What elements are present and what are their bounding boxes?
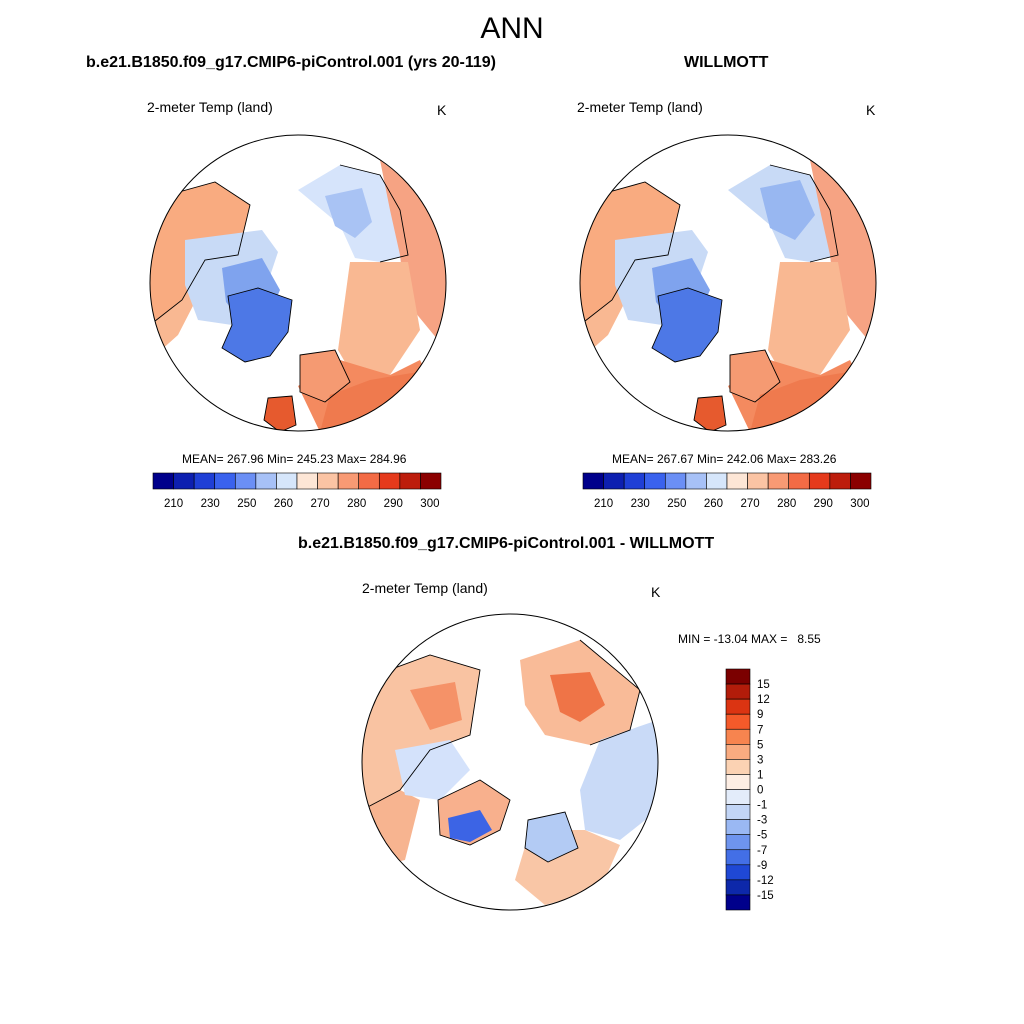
difference-colorbar-swatch: [725, 789, 751, 805]
panel-2-colorbar-swatch: [582, 472, 604, 490]
panel-1-colorbar-swatch: [152, 472, 174, 490]
panel-2-colorbar-swatch: [644, 472, 666, 490]
difference-colorbar-tick-label: -15: [757, 890, 774, 902]
panel-2-map-boundary: [579, 134, 877, 432]
panel-2-colorbar-tick-label: 260: [704, 498, 723, 510]
panel-2-map: [580, 135, 876, 431]
panel-1-colorbar-swatch: [193, 472, 216, 490]
page-title: ANN: [480, 12, 544, 45]
difference-colorbar-tick-label: 15: [757, 679, 770, 691]
panel-1-colorbar-swatch: [337, 472, 360, 490]
panel-1-colorbar-swatch: [378, 472, 401, 490]
difference-colorbar-swatch: [725, 774, 751, 790]
panel-2-colorbar-swatch: [850, 472, 872, 490]
panel-1-variable-label: 2-meter Temp (land): [147, 99, 273, 115]
panel-1-case-title: b.e21.B1850.f09_g17.CMIP6-piControl.001 …: [86, 54, 496, 71]
panel-2-colorbar-swatch: [747, 472, 769, 490]
panel-1-map-boundary: [149, 134, 447, 432]
panel-1-colorbar-swatch: [255, 472, 277, 490]
panel-2-colorbar-tick-label: 290: [814, 498, 833, 510]
difference-colorbar-tick-label: 9: [757, 709, 763, 721]
difference-colorbar-swatch: [725, 668, 751, 685]
panel-2-colorbar-tick-label: 210: [594, 498, 613, 510]
difference-colorbar-swatch: [725, 713, 751, 730]
panel-1-colorbar-tick-label: 260: [274, 498, 293, 510]
panel-2-colorbar-swatch: [767, 472, 790, 490]
difference-colorbar-tick-label: -3: [757, 815, 767, 827]
difference-colorbar-swatch: [725, 849, 751, 866]
difference-colorbar-tick-label: 0: [757, 785, 763, 797]
difference-stats: MIN = -13.04 MAX = 8.55: [678, 632, 821, 646]
panel-1-colorbar-swatch: [173, 472, 195, 490]
difference-colorbar-tick-label: 5: [757, 739, 763, 751]
difference-colorbar-tick-label: 7: [757, 724, 763, 736]
difference-colorbar-swatch: [725, 744, 751, 760]
panel-2-colorbar-swatch: [788, 472, 810, 490]
difference-colorbar-swatch: [725, 894, 751, 911]
difference-colorbar-tick-label: -9: [757, 860, 767, 872]
difference-colorbar-tick-label: -12: [757, 875, 774, 887]
panel-1-colorbar-swatch: [234, 472, 257, 490]
difference-units-label: K: [651, 584, 661, 600]
panel-2-colorbar-tick-label: 230: [631, 498, 650, 510]
panel-1-units-label: K: [437, 102, 447, 118]
panel-2-colorbar-swatch: [603, 472, 625, 490]
difference-map: [362, 614, 658, 910]
difference-colorbar-swatch: [725, 728, 751, 745]
difference-variable-label: 2-meter Temp (land): [362, 580, 488, 596]
panel-1-colorbar-tick-label: 300: [420, 498, 439, 510]
panel-1-stats: MEAN= 267.96 Min= 245.23 Max= 284.96: [182, 452, 407, 466]
difference-map-boundary: [361, 613, 659, 911]
panel-2-units-label: K: [866, 102, 876, 118]
panel-2-colorbar-swatch: [829, 472, 851, 490]
panel-1-colorbar-swatch: [420, 472, 442, 490]
panel-1-colorbar-swatch: [296, 472, 318, 490]
difference-colorbar-tick-label: 12: [757, 694, 770, 706]
panel-1-colorbar-swatch: [399, 472, 421, 490]
panel-1-map: [150, 135, 446, 431]
panel-1-colorbar-tick-label: 230: [201, 498, 220, 510]
difference-colorbar-swatch: [725, 819, 751, 835]
panel-2-stats: MEAN= 267.67 Min= 242.06 Max= 283.26: [612, 452, 837, 466]
panel-2-colorbar-swatch: [685, 472, 707, 490]
panel-1-colorbar-tick-label: 210: [164, 498, 183, 510]
difference-colorbar-swatch: [725, 804, 751, 820]
panel-2-colorbar-swatch: [623, 472, 646, 490]
difference-colorbar-tick-label: 1: [757, 769, 763, 781]
difference-colorbar-swatch: [725, 879, 751, 896]
panel-1-colorbar-tick-label: 290: [384, 498, 403, 510]
panel-2-colorbar-swatch: [726, 472, 748, 490]
panel-1-colorbar-tick-label: 250: [237, 498, 256, 510]
panel-2-colorbar-swatch: [664, 472, 687, 490]
panel-1-colorbar-swatch: [358, 472, 380, 490]
difference-colorbar-swatch: [725, 759, 751, 775]
panel-2-colorbar-swatch: [706, 472, 728, 490]
panel-2-case-title: WILLMOTT: [684, 54, 769, 71]
panel-2-variable-label: 2-meter Temp (land): [577, 99, 703, 115]
panel-1-colorbar-tick-label: 270: [310, 498, 329, 510]
difference-colorbar-tick-label: 3: [757, 754, 763, 766]
difference-colorbar-tick-label: -1: [757, 800, 767, 812]
panel-2-colorbar-swatch: [808, 472, 831, 490]
difference-title: b.e21.B1850.f09_g17.CMIP6-piControl.001 …: [298, 535, 715, 552]
difference-colorbar-swatch: [725, 683, 751, 700]
panel-1-colorbar-swatch: [214, 472, 236, 490]
panel-1-colorbar-tick-label: 280: [347, 498, 366, 510]
panel-2-colorbar-tick-label: 280: [777, 498, 796, 510]
panel-1-colorbar-swatch: [276, 472, 298, 490]
panel-2-colorbar-tick-label: 250: [667, 498, 686, 510]
panel-2-colorbar-tick-label: 270: [740, 498, 759, 510]
difference-colorbar-swatch: [725, 698, 751, 715]
difference-colorbar-swatch: [725, 864, 751, 881]
panel-1-colorbar-swatch: [317, 472, 339, 490]
difference-colorbar-tick-label: -5: [757, 830, 767, 842]
difference-colorbar-tick-label: -7: [757, 845, 767, 857]
difference-colorbar-swatch: [725, 834, 751, 851]
panel-2-colorbar-tick-label: 300: [850, 498, 869, 510]
